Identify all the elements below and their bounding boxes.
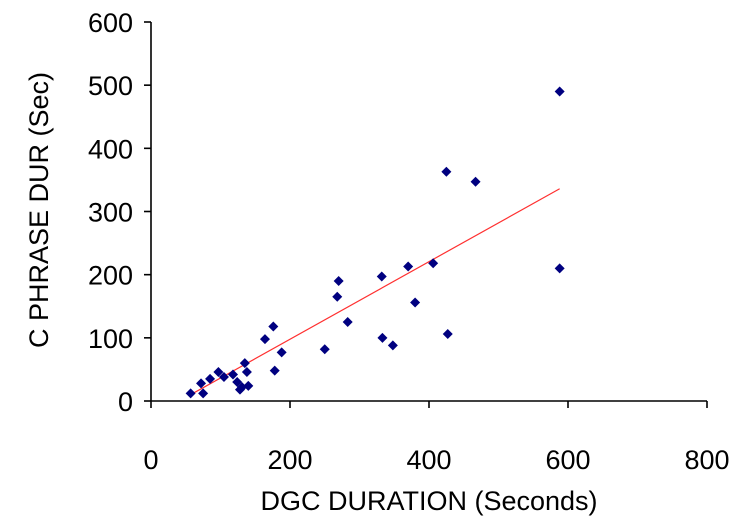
data-point [196,378,207,389]
trendline-layer [190,188,560,396]
data-point [276,347,287,358]
x-tick-label: 600 [545,445,590,475]
y-tick-label: 0 [118,387,133,417]
data-point [377,332,388,343]
data-point [205,373,216,384]
x-tick-label: 200 [267,445,312,475]
data-point [269,365,280,376]
data-point [228,369,239,380]
trendline [190,188,560,396]
data-point [442,329,453,340]
x-axis-title: DGC DURATION (Seconds) [260,486,597,516]
data-point [268,321,279,332]
y-tick-label: 300 [88,198,133,228]
y-axis-title: C PHRASE DUR (Sec) [24,72,54,348]
data-point [332,291,343,302]
data-point [333,275,344,286]
data-point [342,317,353,328]
x-tick-label: 400 [406,445,451,475]
data-point [387,340,398,351]
data-point [198,388,209,399]
data-point [243,380,254,391]
y-tick-label: 500 [88,71,133,101]
y-tick-label: 400 [88,134,133,164]
x-tick-label: 800 [684,445,729,475]
data-point [239,358,250,369]
data-point [319,344,330,355]
data-point [470,176,481,187]
data-point [185,388,196,399]
y-tick-label: 100 [88,324,133,354]
data-point [259,334,270,345]
data-point [428,258,439,269]
data-point [554,86,565,97]
data-point [241,366,252,377]
y-tick-label: 600 [88,8,133,38]
data-point [441,166,452,177]
y-tick-label: 200 [88,261,133,291]
data-point [218,371,229,382]
data-point [410,297,421,308]
data-point [213,366,224,377]
x-axis-ticks: 0 200 400 600 800 [143,401,730,475]
x-tick-label: 0 [143,445,158,475]
data-point [376,271,387,282]
data-points [185,86,565,399]
y-axis-ticks: 0 100 200 300 400 500 600 [88,8,151,417]
data-point [554,263,565,274]
data-point [403,261,414,272]
